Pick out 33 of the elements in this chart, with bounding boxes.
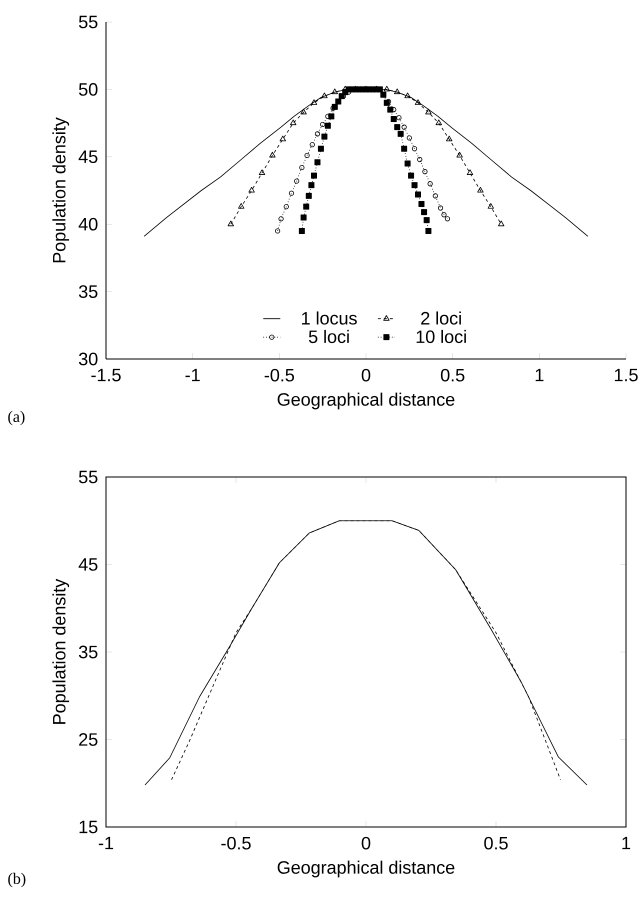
text: (b) (8, 872, 26, 888)
y-tick-label: 55 (78, 16, 98, 28)
text: (a) (8, 410, 25, 426)
x-tick-label: -0.5 (264, 368, 294, 382)
x-tick-label: 1 (622, 836, 630, 850)
x-axis-title: Geographical distance (278, 392, 454, 410)
y-tick-label: 50 (78, 83, 98, 96)
legend-label: 1 locus (302, 311, 357, 325)
legend-label: 2 loci (421, 311, 461, 325)
legend-label: 10 loci (416, 330, 466, 344)
y-tick-label: 55 (78, 470, 98, 484)
x-tick-label: 0.5 (484, 836, 508, 850)
y-axis-title: Population density (52, 117, 70, 262)
y-tick-label: 30 (78, 352, 98, 366)
x-tick-label: -1 (98, 836, 114, 850)
legend-label: 5 loci (308, 330, 349, 344)
x-tick-label: 0.5 (440, 368, 464, 382)
y-axis-title: Population density (52, 578, 70, 724)
y-tick-label: 45 (78, 558, 98, 571)
x-tick-label: -1.5 (91, 368, 121, 382)
y-tick-label: 35 (78, 646, 98, 658)
x-tick-label: 1.5 (614, 368, 638, 382)
x-tick-label: -0.5 (221, 836, 251, 850)
y-tick-label: 15 (80, 820, 98, 834)
x-tick-label: 0 (362, 368, 370, 382)
x-tick-label: 0 (362, 836, 370, 850)
x-tick-label: 1 (536, 368, 544, 382)
x-axis-title: Geographical distance (278, 860, 454, 878)
y-tick-label: 35 (78, 285, 98, 298)
y-tick-label: 25 (79, 733, 98, 746)
y-tick-label: 45 (78, 150, 98, 164)
x-tick-label: -1 (185, 368, 200, 382)
y-tick-label: 40 (78, 218, 98, 231)
